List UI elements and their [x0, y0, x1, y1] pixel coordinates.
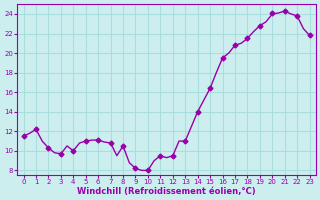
X-axis label: Windchill (Refroidissement éolien,°C): Windchill (Refroidissement éolien,°C): [77, 187, 256, 196]
